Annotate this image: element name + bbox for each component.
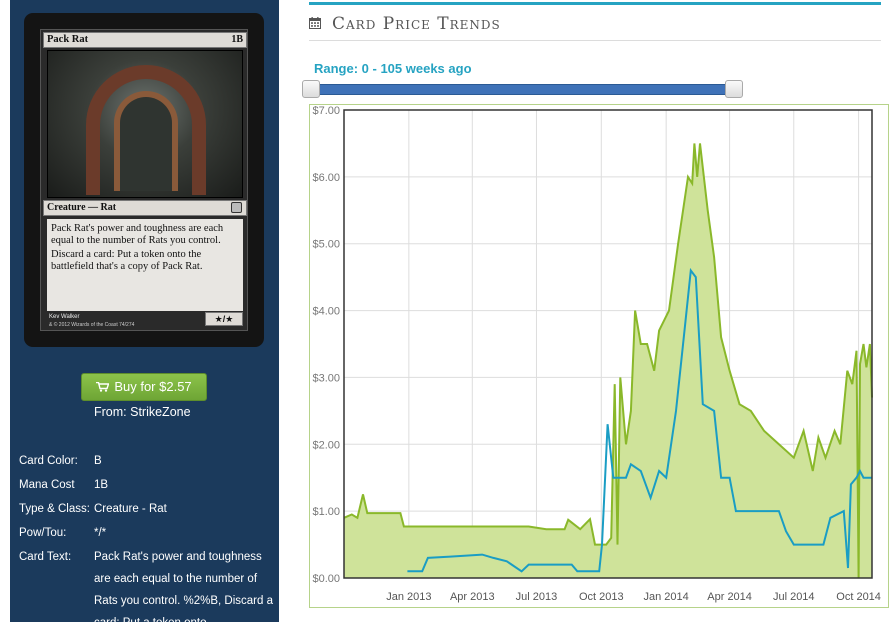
info-row-pow-tou: Pow/Tou: */* bbox=[19, 522, 279, 546]
info-value: 1B bbox=[94, 479, 109, 491]
plot-area-border bbox=[343, 109, 873, 579]
info-row-color: Card Color: B bbox=[19, 450, 279, 474]
y-tick-label: $5.00 bbox=[312, 239, 340, 251]
card-type-text: Creature — Rat bbox=[47, 202, 117, 213]
low-price-line bbox=[407, 267, 872, 573]
buy-button[interactable]: Buy for $2.57 bbox=[81, 373, 207, 401]
info-label: Mana Cost bbox=[19, 479, 75, 491]
card-power-toughness: ★/★ bbox=[205, 312, 243, 326]
range-slider-min-handle[interactable] bbox=[302, 80, 320, 98]
card-rules-text-2: Discard a card: Put a token onto the bat… bbox=[51, 249, 203, 272]
card-title-bar: Pack Rat 1B bbox=[43, 32, 247, 48]
info-row-mana-cost: Mana Cost 1B bbox=[19, 474, 279, 498]
set-symbol-icon bbox=[231, 202, 242, 213]
accent-rule bbox=[309, 2, 881, 5]
art-arch-inner bbox=[114, 91, 178, 191]
seller-name: From: StrikeZone bbox=[94, 405, 191, 419]
high-price-area bbox=[344, 143, 872, 578]
card-rules-text-1: Pack Rat's power and toughness are each … bbox=[51, 223, 224, 246]
price-trend-chart: $0.00 $1.00 $2.00 $3.00 $4.00 $5.00 $6.00 $7.00… bbox=[309, 104, 889, 608]
range-label: Range: 0 - 105 weeks ago bbox=[314, 61, 472, 76]
x-tick-label: Apr 2013 bbox=[450, 591, 495, 603]
x-tick-label: Jan 2013 bbox=[386, 591, 431, 603]
info-label: Card Text: bbox=[19, 551, 72, 563]
y-tick-label: $7.00 bbox=[312, 105, 340, 117]
card-mana-cost: 1B bbox=[231, 33, 243, 47]
high-price-line bbox=[343, 143, 873, 579]
mana-black-symbol: B bbox=[236, 34, 243, 45]
info-label: Card Color: bbox=[19, 455, 78, 467]
info-value: Pack Rat's power and toughness are each … bbox=[94, 551, 273, 622]
card-name: Pack Rat bbox=[47, 34, 89, 45]
x-tick-label: Jul 2014 bbox=[773, 591, 815, 603]
range-slider-track[interactable] bbox=[311, 84, 740, 95]
card-face: Pack Rat 1B Creature — Rat Pack Rat's po… bbox=[40, 29, 248, 331]
y-tick-label: $6.00 bbox=[312, 172, 340, 184]
info-row-type: Type & Class: Creature - Rat bbox=[19, 498, 279, 522]
info-row-card-text: Card Text: Pack Rat's power and toughnes… bbox=[19, 546, 279, 622]
mana-generic-symbol: 1 bbox=[231, 34, 237, 45]
info-label: Type & Class: bbox=[19, 503, 90, 515]
card-type-line: Creature — Rat bbox=[43, 200, 247, 216]
card-copyright: & © 2012 Wizards of the Coast 74/274 bbox=[49, 322, 135, 328]
range-slider-max-handle[interactable] bbox=[725, 80, 743, 98]
y-tick-label: $1.00 bbox=[312, 506, 340, 518]
x-tick-label: Oct 2014 bbox=[836, 591, 881, 603]
x-tick-label: Jan 2014 bbox=[644, 591, 689, 603]
card-art-illustration bbox=[47, 50, 243, 198]
page-title: Card Price Trends bbox=[332, 14, 501, 34]
section-header: Card Price Trends bbox=[309, 14, 881, 42]
card-image: Pack Rat 1B Creature — Rat Pack Rat's po… bbox=[24, 13, 264, 347]
card-artist: Kev Walker bbox=[49, 314, 80, 320]
info-label: Pow/Tou: bbox=[19, 527, 67, 539]
info-value: B bbox=[94, 455, 102, 467]
y-tick-label: $4.00 bbox=[312, 306, 340, 318]
info-value: Creature - Rat bbox=[94, 503, 167, 515]
buy-button-label: Buy for $2.57 bbox=[114, 379, 192, 394]
y-tick-label: $2.00 bbox=[312, 439, 340, 451]
calendar-icon bbox=[309, 17, 321, 29]
card-info-table: Card Color: B Mana Cost 1B Type & Class:… bbox=[19, 450, 279, 622]
y-tick-label: $3.00 bbox=[312, 372, 340, 384]
info-value: */* bbox=[94, 527, 107, 539]
x-tick-label: Jul 2013 bbox=[516, 591, 558, 603]
card-rules-box: Pack Rat's power and toughness are each … bbox=[47, 219, 243, 311]
x-tick-label: Oct 2013 bbox=[579, 591, 624, 603]
header-divider bbox=[309, 40, 881, 41]
card-sidebar: Pack Rat 1B Creature — Rat Pack Rat's po… bbox=[10, 0, 279, 622]
y-tick-label: $0.00 bbox=[312, 573, 340, 585]
x-tick-label: Apr 2014 bbox=[707, 591, 752, 603]
shopping-cart-icon bbox=[96, 382, 110, 392]
